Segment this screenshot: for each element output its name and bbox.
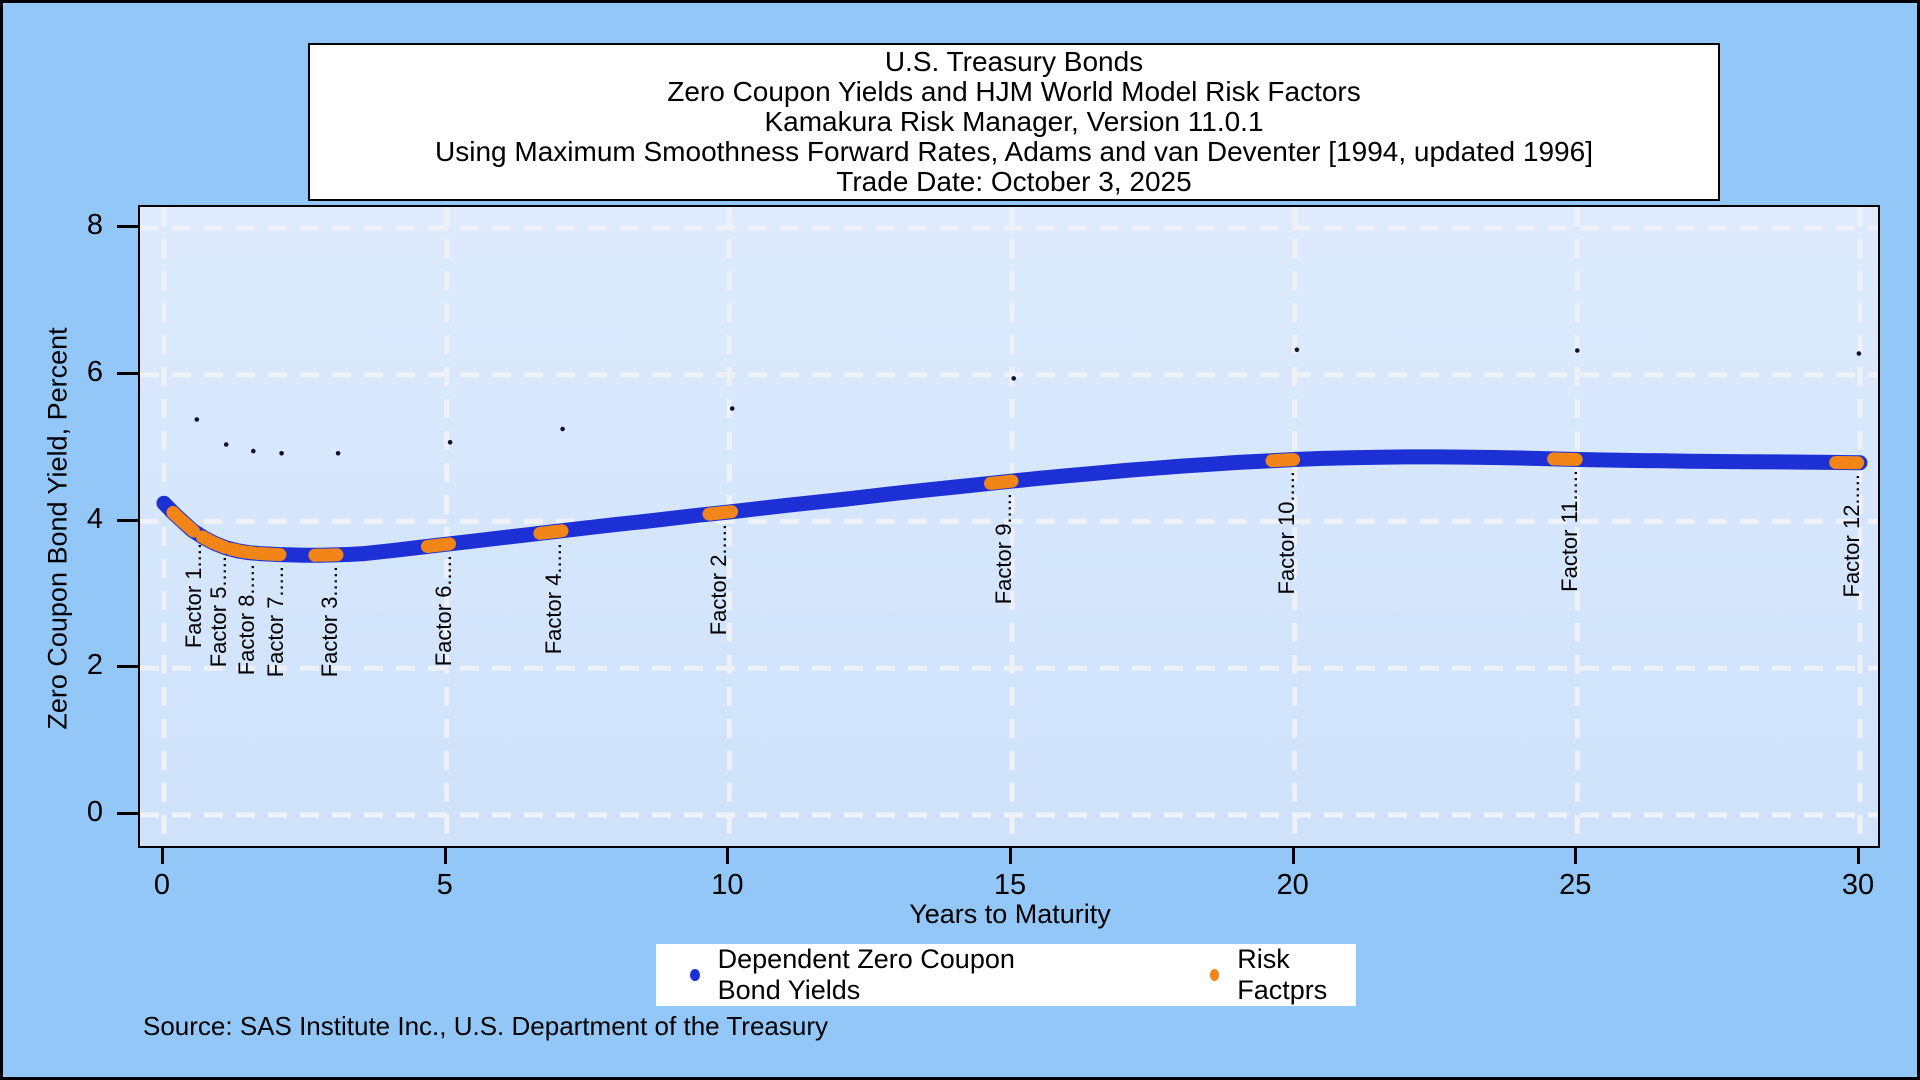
x-tick-label: 25 xyxy=(1559,869,1592,901)
factor-leader-dot xyxy=(729,406,735,411)
y-tick-label: 4 xyxy=(86,502,103,535)
risk-factor-segment xyxy=(533,524,569,540)
x-tick-mark xyxy=(161,848,164,864)
factor-label: Factor 12..... xyxy=(1839,474,1864,598)
blue-dot-marker-icon xyxy=(690,969,700,981)
factor-leader-dot xyxy=(447,440,453,445)
y-tick-mark xyxy=(117,371,138,375)
risk-factor-segment xyxy=(984,474,1019,490)
legend-label-yields: Dependent Zero Coupon Bond Yields xyxy=(717,944,1015,1005)
x-tick-label: 20 xyxy=(1276,869,1309,901)
factor-label: Factor 2..... xyxy=(706,524,731,636)
legend-label-risk-factors: Risk Factprs xyxy=(1237,944,1328,1005)
factor-leader-dot xyxy=(560,426,565,432)
factor-label: Factor 11..... xyxy=(1557,470,1582,592)
risk-factor-segment xyxy=(1265,453,1300,468)
legend: Dependent Zero Coupon Bond Yields Risk F… xyxy=(656,944,1356,1006)
x-tick-label: 5 xyxy=(436,869,453,901)
risk-factor-segment xyxy=(166,506,200,538)
risk-factor-segment xyxy=(195,530,232,554)
y-tick-mark xyxy=(117,812,138,815)
factor-leader-dot xyxy=(194,417,200,422)
factor-leader-dot xyxy=(1294,347,1300,353)
factor-label: Factor 10..... xyxy=(1274,471,1299,595)
risk-factor-segment xyxy=(420,537,456,553)
factor-label: Factor 4..... xyxy=(541,543,566,655)
risk-factor-segment xyxy=(702,505,739,521)
plot-canvas xyxy=(140,207,1878,846)
x-tick-mark xyxy=(1574,848,1578,864)
factor-leader-dot xyxy=(251,448,256,454)
risk-factor-segment xyxy=(308,548,344,562)
factor-leader-dot xyxy=(223,442,229,447)
source-note: Source: SAS Institute Inc., U.S. Departm… xyxy=(143,1011,828,1041)
legend-item-risk-factors: Risk Factprs xyxy=(1209,944,1356,1006)
y-tick-mark xyxy=(117,665,138,669)
orange-dot-marker-icon xyxy=(1209,969,1220,981)
factor-label: Factor 5..... xyxy=(206,556,231,668)
factor-label: Factor 3..... xyxy=(317,566,342,678)
risk-factor-segment xyxy=(1547,452,1583,466)
factor-label: Factor 8..... xyxy=(234,564,259,676)
title-line-4: Using Maximum Smoothness Forward Rates, … xyxy=(435,136,1593,167)
title-line-2: Zero Coupon Yields and HJM World Model R… xyxy=(667,76,1361,107)
plot-area xyxy=(138,205,1880,848)
x-tick-label: 10 xyxy=(711,869,744,901)
y-tick-mark xyxy=(117,518,138,522)
title-line-1: U.S. Treasury Bonds xyxy=(884,46,1144,77)
factor-leader-dot xyxy=(279,451,284,456)
factor-leader-dot xyxy=(1856,351,1862,356)
factor-label: Factor 1.... xyxy=(181,543,206,649)
x-tick-mark xyxy=(443,848,447,864)
x-tick-mark xyxy=(1291,848,1295,864)
y-tick-mark xyxy=(117,225,138,228)
factor-leader-dot xyxy=(1011,376,1016,381)
title-line-5: Trade Date: October 3, 2025 xyxy=(836,166,1192,197)
risk-factor-segment xyxy=(224,542,261,560)
y-tick-label: 8 xyxy=(86,209,103,241)
factor-label: Factor 7..... xyxy=(263,566,288,678)
x-tick-mark xyxy=(1008,848,1012,864)
factor-leader-dot xyxy=(335,451,341,456)
y-tick-label: 2 xyxy=(86,649,103,682)
legend-item-yields: Dependent Zero Coupon Bond Yields xyxy=(690,944,1078,1006)
factor-leader-dot xyxy=(1575,348,1580,353)
factor-label: Factor 9..... xyxy=(991,493,1016,605)
x-tick-label: 0 xyxy=(153,869,171,901)
title-line-3: Kamakura Risk Manager, Version 11.0.1 xyxy=(764,106,1264,137)
x-tick-mark xyxy=(726,848,730,864)
x-tick-label: 15 xyxy=(993,869,1027,901)
x-axis-title: Years to Maturity xyxy=(909,899,1111,929)
chart-title-box: U.S. Treasury Bonds Zero Coupon Yields a… xyxy=(308,43,1720,201)
x-tick-label: 30 xyxy=(1841,869,1875,901)
risk-factor-segment xyxy=(251,546,287,562)
factor-label: Factor 6..... xyxy=(431,555,456,667)
y-tick-label: 0 xyxy=(86,796,103,828)
y-tick-label: 6 xyxy=(86,355,103,388)
x-tick-mark xyxy=(1856,848,1860,864)
